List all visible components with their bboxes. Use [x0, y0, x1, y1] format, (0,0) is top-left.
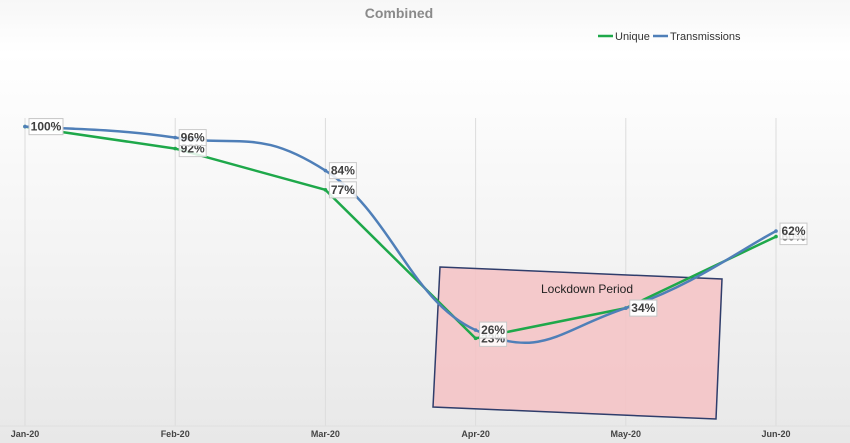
data-point-transmissions: [473, 328, 478, 332]
data-point-transmissions: [173, 135, 177, 140]
data-label-transmissions: 62%: [779, 222, 808, 240]
x-axis: Jan-20 Feb-20 Mar-20 Apr-20 May-20 Jun-20: [0, 425, 850, 439]
legend-label-transmissions: Transmissions: [670, 31, 741, 43]
data-label-box: [178, 129, 207, 147]
data-label-unique: 77%: [328, 181, 357, 199]
data-label-box: [28, 118, 64, 136]
data-label-box: [629, 299, 658, 317]
x-tick-label: May-20: [611, 429, 642, 439]
data-label-transmissions: 96%: [178, 129, 207, 147]
data-label-transmissions: 26%: [479, 321, 508, 339]
data-point-unique: [323, 188, 328, 192]
lockdown-label: Lockdown Period: [541, 282, 633, 296]
data-label-transmissions: 84%: [328, 162, 357, 180]
x-tick-label: Mar-20: [311, 429, 340, 439]
data-label-transmissions: 100%: [28, 118, 64, 136]
data-point-transmissions: [624, 306, 628, 310]
legend: Unique Transmissions: [598, 31, 741, 43]
x-tick-label: Feb-20: [161, 429, 190, 439]
data-point-unique: [774, 234, 778, 239]
data-point-unique: [173, 146, 177, 151]
x-tick-label: Jan-20: [11, 429, 40, 439]
data-label-transmissions: 34%: [629, 299, 658, 317]
data-label-text: 100%: [31, 120, 62, 134]
data-label-text: 26%: [481, 323, 505, 337]
data-point-transmissions: [323, 168, 328, 173]
data-labels: 100%92%77%23%34%60%100%96%84%26%34%62%: [28, 118, 808, 347]
data-label-box: [779, 222, 808, 240]
data-label-box: [328, 162, 357, 180]
data-point-transmissions: [774, 229, 778, 233]
chart-title: Combined: [365, 5, 433, 21]
lockdown-annotation: Lockdown Period: [432, 266, 723, 420]
data-label-text: 84%: [331, 164, 355, 178]
data-label-box: [328, 181, 357, 199]
data-label-box: [479, 321, 508, 339]
legend-label-unique: Unique: [615, 31, 650, 43]
data-label-text: 77%: [331, 183, 355, 197]
data-label-text: 96%: [181, 131, 205, 145]
data-point-transmissions: [23, 124, 27, 129]
data-label-text: 62%: [781, 224, 805, 238]
series-line-unique: [24, 125, 777, 340]
x-tick-label: Jun-20: [761, 429, 790, 439]
data-point-unique: [473, 336, 478, 341]
data-label-text: 34%: [631, 301, 655, 315]
x-tick-label: Apr-20: [461, 429, 490, 439]
